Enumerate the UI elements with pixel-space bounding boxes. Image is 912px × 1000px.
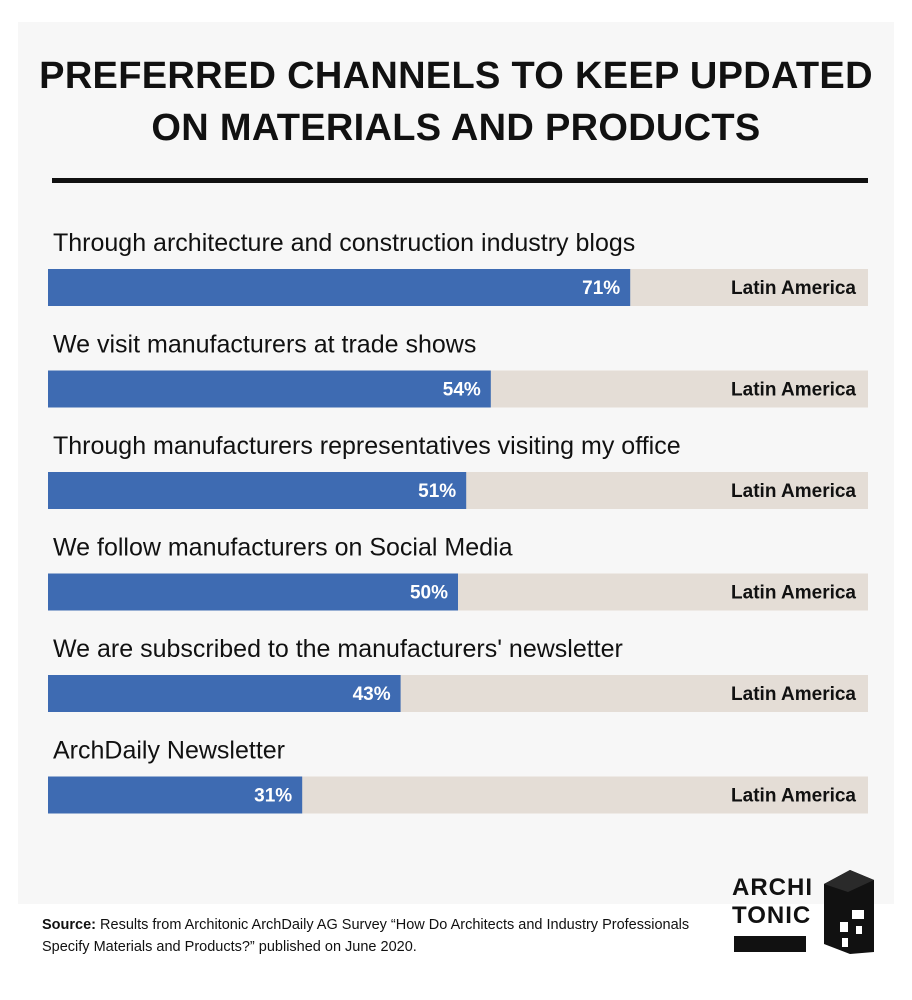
- category-label: Through architecture and construction in…: [53, 229, 635, 257]
- title-line-1: PREFERRED CHANNELS TO KEEP UPDATED: [39, 55, 873, 97]
- category-label: We follow manufacturers on Social Media: [53, 534, 513, 562]
- title-divider: [52, 178, 868, 183]
- series-label: Latin America: [731, 583, 856, 604]
- series-label: Latin America: [731, 786, 856, 807]
- source-note: Source: Results from Architonic ArchDail…: [42, 914, 702, 958]
- building-logo-icon: [824, 870, 874, 954]
- series-label: Latin America: [731, 278, 856, 299]
- logo-underline-bar: [734, 936, 806, 952]
- value-label: 50%: [410, 583, 448, 604]
- chart-title: PREFERRED CHANNELS TO KEEP UPDATED ON MA…: [0, 50, 912, 154]
- bar: [48, 573, 458, 611]
- logo-wordmark: ARCHI TONIC: [732, 874, 813, 930]
- value-label: 43%: [353, 684, 391, 705]
- bar: [48, 370, 491, 408]
- bar: [48, 675, 401, 712]
- source-text: Results from Architonic ArchDaily AG Sur…: [42, 917, 690, 955]
- chart-panel: [18, 22, 894, 904]
- category-label: ArchDaily Newsletter: [53, 737, 285, 765]
- value-label: 54%: [443, 380, 481, 401]
- series-label: Latin America: [731, 684, 856, 705]
- title-line-2: ON MATERIALS AND PRODUCTS: [151, 107, 761, 149]
- series-label: Latin America: [731, 380, 856, 401]
- logo-line-2: TONIC: [732, 902, 812, 929]
- category-label: We are subscribed to the manufacturers' …: [53, 635, 623, 663]
- bar: [48, 776, 303, 814]
- value-label: 31%: [254, 786, 292, 807]
- value-label: 51%: [418, 481, 456, 502]
- bar: [48, 472, 467, 509]
- architonic-logo: ARCHI TONIC: [732, 866, 878, 956]
- category-label: Through manufacturers representatives vi…: [53, 432, 681, 460]
- value-label: 71%: [582, 278, 620, 299]
- logo-line-1: ARCHI: [732, 874, 813, 901]
- source-label: Source:: [42, 917, 96, 933]
- series-label: Latin America: [731, 481, 856, 502]
- category-label: We visit manufacturers at trade shows: [53, 331, 476, 359]
- bar: [48, 269, 631, 306]
